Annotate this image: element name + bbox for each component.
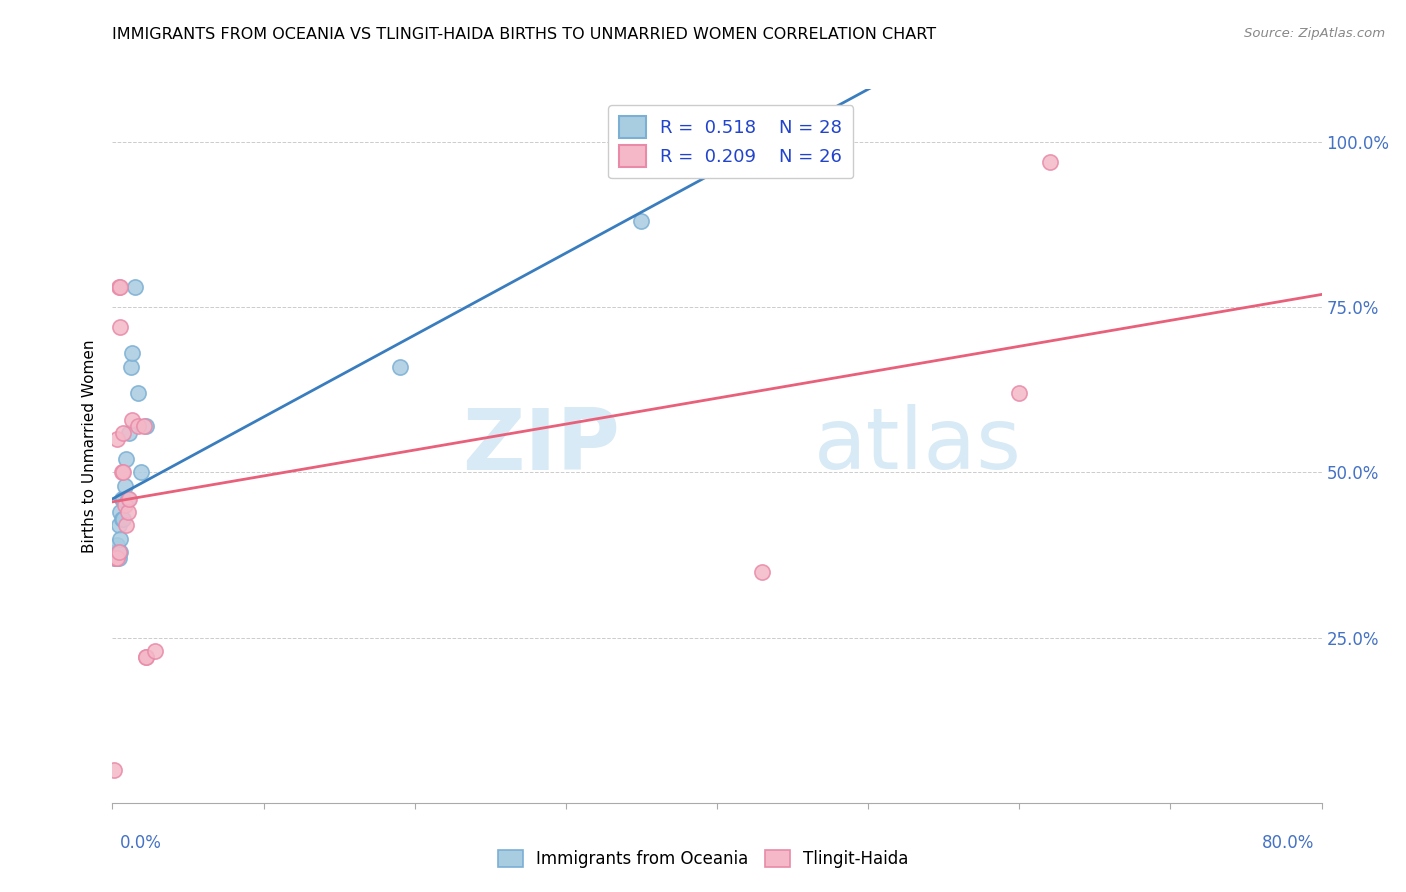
Point [105, 433, 128, 447]
Point [143, 644, 166, 658]
Point [118, 425, 141, 440]
Point [114, 499, 136, 513]
Point [104, 545, 127, 559]
Point [135, 650, 157, 665]
Text: Source: ZipAtlas.com: Source: ZipAtlas.com [1244, 27, 1385, 40]
Point [117, 505, 139, 519]
Point [107, 280, 129, 294]
Point [118, 491, 141, 506]
Point [105, 538, 128, 552]
Legend: Immigrants from Oceania, Tlingit-Haida: Immigrants from Oceania, Tlingit-Haida [491, 843, 915, 875]
Point [1038, 154, 1062, 169]
Point [127, 386, 149, 401]
Point [110, 466, 132, 480]
Point [108, 532, 131, 546]
Point [105, 551, 128, 566]
Text: atlas: atlas [814, 404, 1022, 488]
Point [104, 551, 127, 566]
Point [124, 280, 146, 294]
Text: ZIP: ZIP [463, 404, 620, 488]
Point [388, 359, 411, 374]
Point [129, 466, 152, 480]
Text: 80.0%: 80.0% [1263, 834, 1315, 852]
Point [103, 551, 125, 566]
Text: IMMIGRANTS FROM OCEANIA VS TLINGIT-HAIDA BIRTHS TO UNMARRIED WOMEN CORRELATION C: IMMIGRANTS FROM OCEANIA VS TLINGIT-HAIDA… [112, 27, 936, 42]
Point [108, 320, 131, 334]
Point [105, 545, 128, 559]
Point [120, 359, 142, 374]
Point [1008, 386, 1031, 401]
Point [112, 491, 135, 506]
Point [108, 280, 131, 294]
Y-axis label: Births to Unmarried Women: Births to Unmarried Women [82, 339, 97, 553]
Text: 0.0%: 0.0% [120, 834, 162, 852]
Point [107, 545, 129, 559]
Point [751, 565, 773, 579]
Legend: R =  0.518    N = 28, R =  0.209    N = 26: R = 0.518 N = 28, R = 0.209 N = 26 [607, 105, 853, 178]
Point [104, 551, 127, 566]
Point [108, 545, 131, 559]
Point [112, 466, 135, 480]
Point [135, 650, 157, 665]
Point [108, 505, 131, 519]
Point [107, 551, 129, 566]
Point [127, 419, 149, 434]
Point [117, 491, 139, 506]
Point [121, 346, 143, 360]
Point [112, 511, 135, 525]
Point [112, 425, 135, 440]
Point [121, 412, 143, 426]
Point [105, 551, 128, 566]
Point [107, 518, 129, 533]
Point [110, 491, 132, 506]
Point [115, 518, 138, 533]
Point [107, 545, 129, 559]
Point [630, 214, 652, 228]
Point [114, 478, 136, 492]
Point [134, 419, 156, 434]
Point [103, 763, 125, 777]
Point [135, 419, 157, 434]
Point [110, 511, 132, 525]
Point [115, 452, 138, 467]
